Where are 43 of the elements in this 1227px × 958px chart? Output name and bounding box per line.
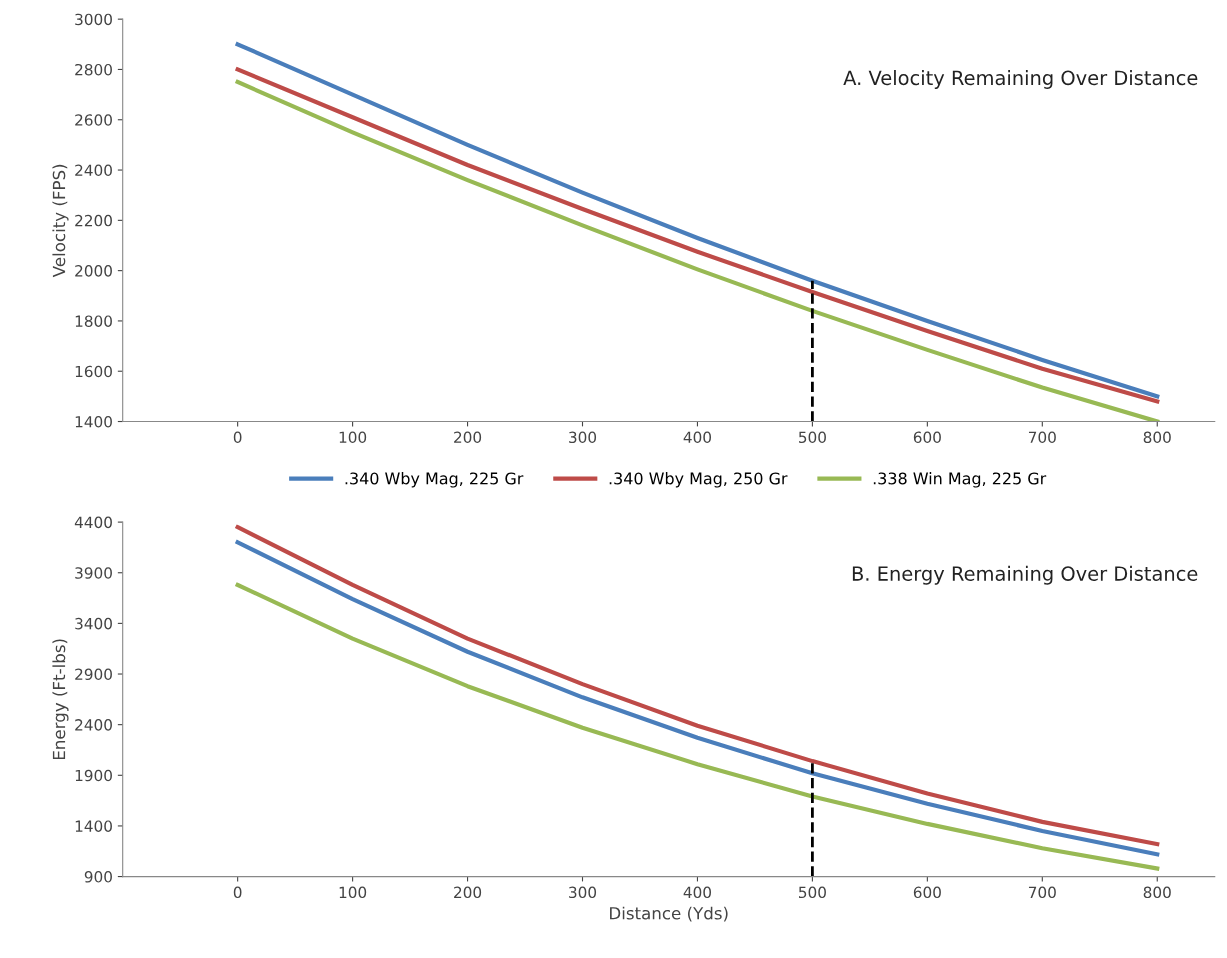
x-tick-label: 400 [683, 886, 712, 899]
y-tick-label: 2800 [75, 63, 112, 76]
x-tick-label: 200 [454, 886, 482, 899]
y-tick-label: 1900 [75, 769, 112, 782]
text: A. Velocity Remaining Over Distance [843, 70, 1198, 89]
y-tick-label: 3900 [75, 567, 112, 579]
x-tick-label: 500 [799, 431, 826, 444]
x-tick-label: 200 [454, 431, 482, 444]
y-tick-label: 1600 [75, 365, 112, 378]
y-tick-label: 4400 [74, 516, 112, 529]
x-tick-label: 100 [339, 886, 367, 899]
x-tick-label: 700 [1028, 886, 1056, 899]
legend-label: .338 Win Mag, 225 Gr [873, 472, 1047, 488]
text: B. Energy Remaining Over Distance [852, 565, 1198, 585]
y-tick-label: 900 [84, 871, 112, 883]
y-tick-label: 3400 [75, 617, 112, 630]
legend-label: .340 Wby Mag, 225 Gr [345, 472, 524, 488]
x-tick-label: 400 [683, 431, 712, 444]
y-tick-label: 2000 [75, 265, 112, 277]
x-tick-label: 500 [799, 886, 826, 899]
y-tick-label: 2400 [75, 164, 112, 177]
y-tick-label: 1800 [75, 315, 112, 327]
y-tick-label: 1400 [75, 415, 112, 428]
x-tick-label: 0 [233, 886, 242, 899]
x-tick-label: 300 [569, 431, 597, 444]
x-tick-label: 700 [1028, 431, 1056, 444]
legend-label: .340 Wby Mag, 250 Gr [609, 472, 788, 488]
x-tick-label: 100 [339, 431, 367, 444]
y-tick-label: 2900 [75, 668, 112, 681]
x-tick-label: 800 [1143, 431, 1171, 444]
y-axis-title: Energy (Ft-lbs) [52, 639, 69, 760]
x-tick-label: 600 [913, 431, 941, 444]
y-tick-label: 2600 [75, 114, 112, 126]
y-axis-title: Velocity (FPS) [52, 164, 69, 278]
y-tick-label: 2400 [75, 719, 112, 731]
x-tick-label: 800 [1143, 886, 1171, 899]
x-tick-label: 600 [913, 886, 941, 899]
x-tick-label: 300 [569, 886, 597, 899]
y-tick-label: 2200 [75, 214, 112, 227]
y-tick-label: 1400 [75, 820, 112, 832]
x-tick-label: 0 [233, 431, 242, 444]
x-axis-title: Distance (Yds) [610, 906, 728, 922]
y-tick-label: 3000 [75, 13, 112, 26]
